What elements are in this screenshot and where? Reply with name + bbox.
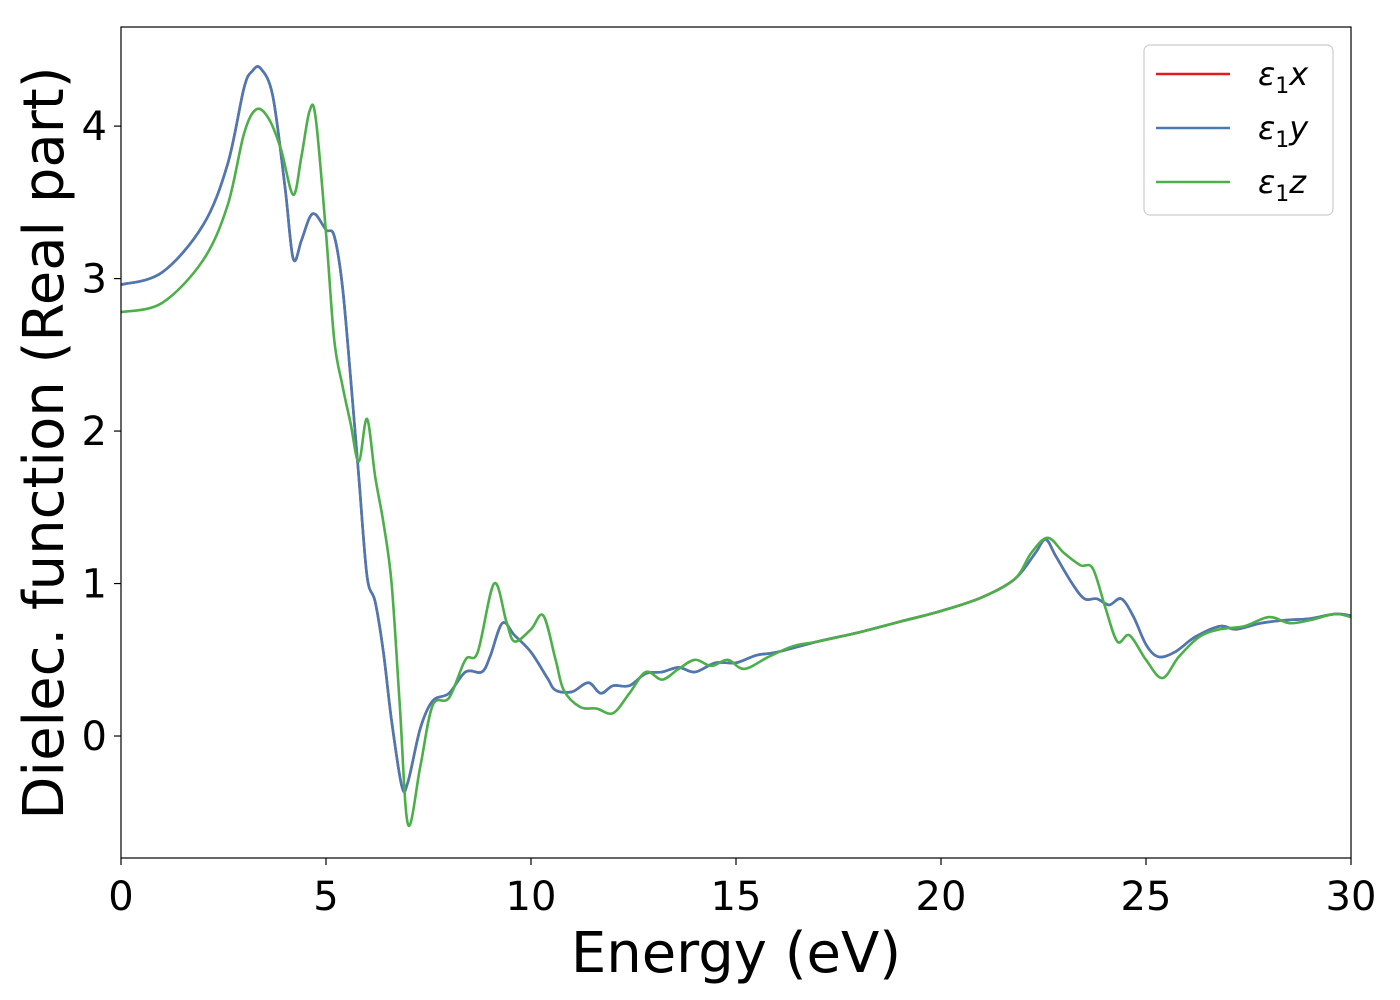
y-tick-label: 3 xyxy=(82,257,107,303)
x-tick-label: 15 xyxy=(711,874,762,920)
legend-label-z: ε1z xyxy=(1258,163,1307,207)
x-tick-label: 10 xyxy=(506,874,557,920)
y-tick-label: 1 xyxy=(82,562,107,608)
x-tick-label: 0 xyxy=(108,874,133,920)
series-line-z xyxy=(121,103,1351,828)
x-tick-label: 5 xyxy=(313,874,338,920)
y-axis: 0 1 2 3 4 xyxy=(82,104,121,760)
y-axis-title: Dielec. function (Real part) xyxy=(12,66,77,819)
y-tick-label: 2 xyxy=(82,409,107,455)
x-axis: 0 5 10 15 20 25 30 xyxy=(108,858,1376,920)
legend-frame xyxy=(1143,44,1334,216)
y-tick-label: 4 xyxy=(82,104,107,150)
x-axis-title: Energy (eV) xyxy=(571,921,901,986)
series-line-y xyxy=(121,65,1351,794)
legend-label-y: ε1y xyxy=(1258,109,1309,153)
series-layer xyxy=(121,65,1351,828)
x-tick-label: 20 xyxy=(916,874,967,920)
y-tick-label: 0 xyxy=(82,714,107,760)
legend: ε1x ε1y ε1z xyxy=(1143,44,1334,216)
x-tick-label: 30 xyxy=(1326,874,1377,920)
x-tick-label: 25 xyxy=(1121,874,1172,920)
legend-label-x: ε1x xyxy=(1258,55,1309,99)
